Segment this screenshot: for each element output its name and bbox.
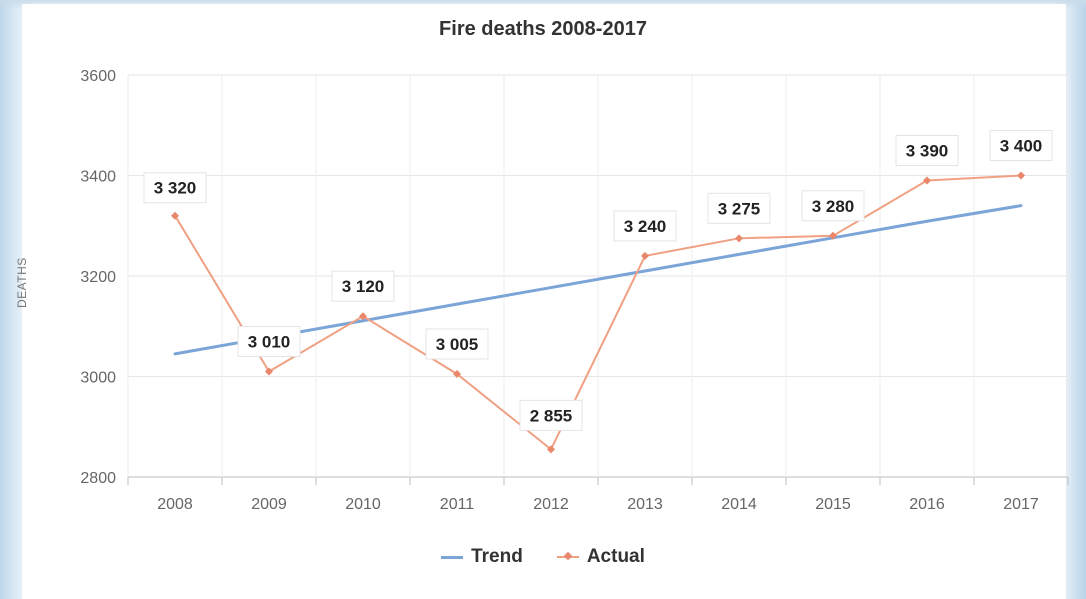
x-tick-label: 2011: [440, 496, 475, 513]
actual-line: [174, 174, 1022, 451]
x-tick-label: 2008: [157, 496, 193, 513]
data-label: 3 280: [801, 190, 865, 222]
actual-point: [641, 251, 649, 260]
x-tick-label: 2010: [345, 496, 381, 513]
data-label: 3 320: [143, 172, 207, 204]
data-label-text: 3 275: [718, 199, 761, 218]
legend-item-actual[interactable]: Actual: [556, 546, 645, 568]
data-label: 2 855: [519, 399, 583, 431]
data-label: 3 400: [989, 130, 1053, 161]
data-label-box: [519, 399, 583, 431]
data-label-text: 3 120: [342, 277, 385, 296]
chart-title: Fire deaths 2008-2017: [439, 18, 647, 40]
chart-card: [22, 4, 1066, 599]
data-label-box: [895, 135, 959, 167]
actual-point: [359, 312, 367, 321]
actual-point: [265, 367, 273, 376]
x-tick-label: 2015: [815, 496, 851, 513]
actual-point: [453, 369, 461, 378]
data-label-text: 3 390: [906, 142, 949, 161]
data-labels: 3 320 3 010 3 120 3 005 2 855 3 240 3 275 3 280…: [143, 130, 1053, 431]
trend-series: [173, 204, 1023, 356]
data-label: 3 010: [237, 325, 301, 357]
x-tick-label: 2013: [627, 496, 663, 513]
x-tick-labels: 2008 2009 2010 2011 2012 2013 2014 2015 2016 2017: [157, 496, 1039, 513]
data-label-box: [989, 130, 1053, 161]
legend-item-trend[interactable]: Trend: [441, 546, 523, 568]
chart-legend: Trend Actual: [0, 546, 1086, 568]
y-tick-labels: 2800 3000 3200 3400 3600: [80, 68, 116, 487]
data-label-text: 3 280: [812, 197, 855, 216]
data-label: 3 275: [707, 192, 771, 224]
y-tick-label: 3600: [80, 68, 116, 85]
data-label: 3 120: [331, 270, 395, 302]
legend-label-trend: Trend: [471, 546, 523, 567]
data-label-box: [143, 172, 207, 204]
x-tick-label: 2017: [1003, 496, 1039, 513]
data-label-box: [613, 210, 677, 242]
y-tick-label: 3000: [80, 370, 116, 387]
data-label-box: [425, 328, 489, 360]
data-label-text: 3 010: [248, 332, 291, 351]
data-label-text: 2 855: [530, 406, 573, 425]
actual-point: [829, 231, 837, 240]
x-tick-label: 2012: [533, 496, 569, 513]
legend-swatch-actual: [556, 556, 579, 558]
x-tick-label: 2009: [251, 496, 287, 513]
data-label-box: [237, 325, 301, 357]
data-label-box: [801, 190, 865, 222]
data-label-box: [707, 192, 771, 224]
data-label: 3 390: [895, 135, 959, 167]
data-label: 3 005: [425, 328, 489, 360]
y-tick-label: 2800: [80, 470, 116, 487]
x-tick-label: 2014: [721, 496, 757, 513]
legend-swatch-trend: [441, 555, 464, 559]
y-tick-label: 3200: [80, 269, 116, 286]
actual-point: [735, 234, 743, 243]
data-label: 3 240: [613, 210, 677, 242]
actual-point: [923, 176, 931, 185]
data-label-text: 3 400: [1000, 137, 1043, 156]
data-label-text: 3 320: [154, 179, 197, 198]
x-tick-label: 2016: [909, 496, 945, 513]
data-label-box: [331, 270, 395, 302]
actual-series: [171, 171, 1025, 454]
grid-lines: [127, 74, 1069, 485]
actual-point: [1017, 171, 1025, 180]
actual-point: [547, 445, 555, 454]
y-tick-label: 3400: [80, 169, 116, 186]
data-label-text: 3 240: [624, 217, 667, 236]
legend-label-actual: Actual: [586, 546, 645, 567]
actual-point: [171, 211, 179, 220]
data-label-text: 3 005: [436, 335, 479, 354]
trend-line: [173, 204, 1023, 356]
